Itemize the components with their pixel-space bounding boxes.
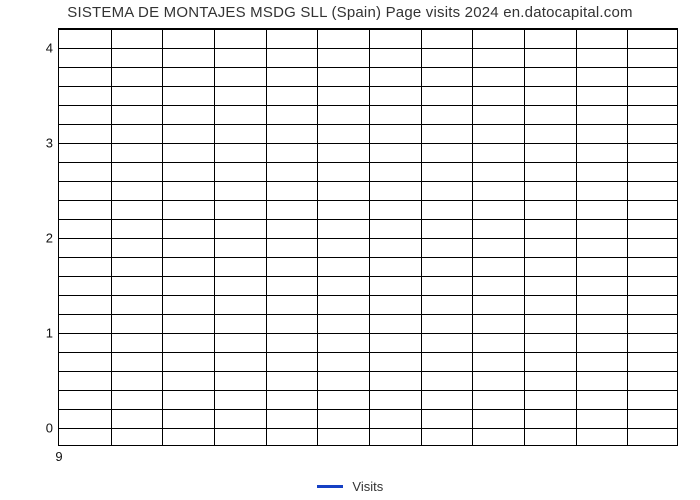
y-tick-label: 4 xyxy=(46,41,53,56)
y-tick-label: 3 xyxy=(46,136,53,151)
minor-hgrid xyxy=(59,295,677,296)
plot-area: 012349 xyxy=(58,28,678,446)
vgrid xyxy=(524,29,525,445)
vgrid xyxy=(369,29,370,445)
minor-hgrid xyxy=(59,200,677,201)
major-hgrid xyxy=(59,428,677,429)
major-hgrid xyxy=(59,48,677,49)
minor-hgrid xyxy=(59,162,677,163)
vgrid xyxy=(214,29,215,445)
vgrid xyxy=(421,29,422,445)
y-tick-label: 2 xyxy=(46,231,53,246)
minor-hgrid xyxy=(59,276,677,277)
minor-hgrid xyxy=(59,314,677,315)
minor-hgrid xyxy=(59,86,677,87)
minor-hgrid xyxy=(59,409,677,410)
y-tick-label: 1 xyxy=(46,326,53,341)
major-hgrid xyxy=(59,333,677,334)
major-hgrid xyxy=(59,143,677,144)
vgrid xyxy=(111,29,112,445)
x-tick-label: 9 xyxy=(55,449,62,464)
vgrid xyxy=(576,29,577,445)
legend-swatch xyxy=(317,485,343,488)
vgrid xyxy=(472,29,473,445)
minor-hgrid xyxy=(59,371,677,372)
minor-hgrid xyxy=(59,29,677,30)
chart-container: SISTEMA DE MONTAJES MSDG SLL (Spain) Pag… xyxy=(0,0,700,500)
vgrid xyxy=(266,29,267,445)
legend-label: Visits xyxy=(352,479,383,494)
minor-hgrid xyxy=(59,257,677,258)
minor-hgrid xyxy=(59,105,677,106)
minor-hgrid xyxy=(59,181,677,182)
vgrid xyxy=(162,29,163,445)
chart-title: SISTEMA DE MONTAJES MSDG SLL (Spain) Pag… xyxy=(0,4,700,21)
legend: Visits xyxy=(0,478,700,494)
vgrid xyxy=(627,29,628,445)
minor-hgrid xyxy=(59,219,677,220)
minor-hgrid xyxy=(59,67,677,68)
minor-hgrid xyxy=(59,352,677,353)
minor-hgrid xyxy=(59,390,677,391)
vgrid xyxy=(317,29,318,445)
y-tick-label: 0 xyxy=(46,421,53,436)
minor-hgrid xyxy=(59,124,677,125)
major-hgrid xyxy=(59,238,677,239)
